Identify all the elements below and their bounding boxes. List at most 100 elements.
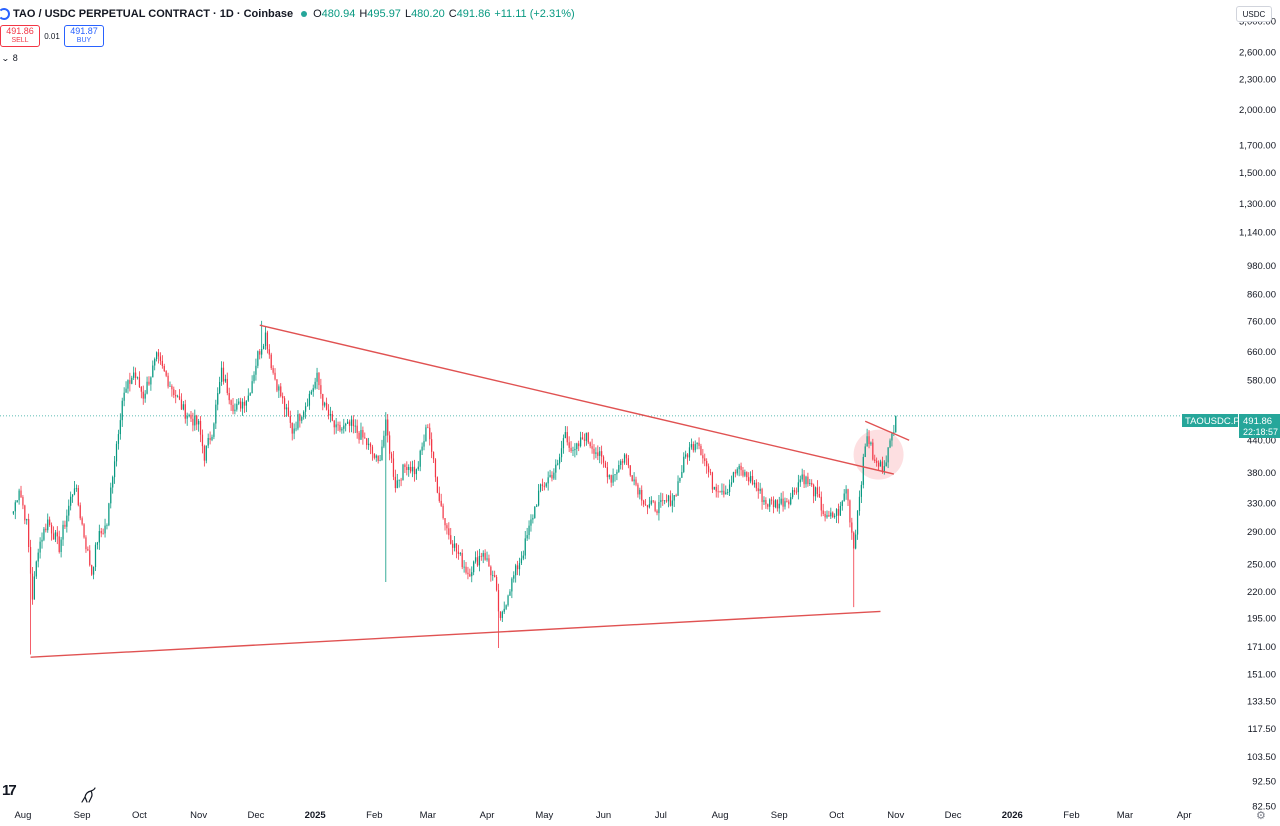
candle-body bbox=[75, 488, 78, 489]
candle-body bbox=[440, 500, 442, 506]
settings-icon[interactable]: ⚙ bbox=[1256, 810, 1266, 822]
candle-body bbox=[465, 566, 467, 573]
candle-body bbox=[702, 455, 704, 459]
candle-body bbox=[308, 393, 311, 406]
candle-body bbox=[320, 385, 322, 395]
candle-body bbox=[482, 553, 484, 557]
candle-body bbox=[629, 465, 631, 476]
candle-body bbox=[874, 459, 876, 461]
candle-body bbox=[358, 432, 360, 440]
candle-body bbox=[417, 466, 419, 470]
candle-body bbox=[24, 505, 26, 521]
price-tick-label: 860.00 bbox=[1247, 289, 1276, 300]
candle-body bbox=[622, 461, 624, 463]
candle-body bbox=[261, 349, 263, 355]
time-tick-label: Aug bbox=[712, 810, 729, 821]
candle-body bbox=[620, 461, 622, 466]
candle-body bbox=[597, 452, 599, 456]
candle-body bbox=[92, 567, 95, 575]
candle-body bbox=[161, 360, 163, 367]
candle-body bbox=[413, 466, 416, 475]
candle-body bbox=[643, 500, 645, 505]
time-axis[interactable]: Aug Sep Oct Nov Dec 2025 Feb Mar Apr May Jun Jul Aug… bbox=[14, 810, 1191, 821]
trendline bbox=[30, 610, 881, 658]
candle-body bbox=[131, 377, 133, 384]
candle-body bbox=[70, 496, 72, 506]
sell-button[interactable]: 491.86 SELL bbox=[0, 25, 40, 47]
candle-body bbox=[264, 332, 267, 347]
candle-body bbox=[887, 447, 889, 463]
candle-body bbox=[303, 411, 305, 418]
currency-selector[interactable]: USDC bbox=[1236, 6, 1272, 22]
candle-body bbox=[387, 419, 389, 436]
candle-body bbox=[872, 442, 874, 460]
candle-body bbox=[644, 504, 647, 506]
time-tick-label: Apr bbox=[1177, 810, 1192, 821]
candle-body bbox=[667, 495, 670, 502]
candle-body bbox=[727, 492, 729, 493]
time-tick-label: Dec bbox=[247, 810, 264, 821]
candle-body bbox=[790, 497, 792, 505]
candle-body bbox=[637, 484, 639, 495]
candle-body bbox=[175, 395, 177, 397]
candle-body bbox=[341, 428, 343, 431]
candle-body bbox=[772, 500, 775, 508]
candle-body bbox=[488, 558, 490, 567]
price-tag-bg bbox=[1239, 414, 1280, 438]
sell-price: 491.86 bbox=[6, 26, 34, 36]
candle-body bbox=[715, 486, 717, 492]
candle-body bbox=[543, 485, 545, 487]
tradingview-logo-icon[interactable]: 17 bbox=[2, 782, 17, 799]
candle-body bbox=[45, 528, 47, 531]
candle-body bbox=[389, 435, 391, 454]
candle-body bbox=[129, 380, 131, 384]
candle-body bbox=[394, 476, 396, 489]
candle-body bbox=[112, 477, 114, 488]
candle-body bbox=[301, 417, 303, 421]
candle-body bbox=[558, 457, 561, 464]
open-key: O bbox=[313, 8, 322, 20]
symbol-icon[interactable] bbox=[0, 8, 10, 20]
symbol-title[interactable]: TAO / USDC PERPETUAL CONTRACT · 1D · Coi… bbox=[13, 8, 294, 20]
candle-body bbox=[26, 519, 28, 521]
candle-body bbox=[285, 407, 288, 410]
candle-body bbox=[190, 414, 192, 419]
candle-body bbox=[35, 561, 37, 577]
candle-body bbox=[614, 474, 616, 476]
candle-body bbox=[47, 519, 49, 531]
candle-body bbox=[522, 555, 524, 559]
indicators-toggle[interactable]: ⌄ 8 bbox=[1, 53, 18, 63]
time-tick-label: May bbox=[535, 810, 553, 821]
candle-body bbox=[784, 501, 786, 507]
replay-icon[interactable] bbox=[80, 786, 98, 804]
candle-body bbox=[461, 553, 463, 568]
candle-body bbox=[14, 502, 16, 512]
candle-body bbox=[310, 391, 312, 394]
candle-body bbox=[748, 477, 750, 482]
candle-body bbox=[110, 487, 112, 504]
candle-body bbox=[238, 401, 240, 404]
candle-body bbox=[834, 515, 836, 517]
candle-body bbox=[467, 572, 469, 575]
candle-body bbox=[707, 466, 710, 473]
buy-button[interactable]: 491.87 BUY bbox=[64, 25, 104, 47]
candle-body bbox=[327, 409, 330, 416]
candle-body bbox=[140, 386, 142, 392]
candle-body bbox=[291, 422, 293, 434]
candle-body bbox=[224, 378, 226, 382]
candle-body bbox=[662, 500, 664, 501]
candle-body bbox=[862, 456, 864, 485]
candle-body bbox=[826, 515, 828, 518]
spread-value: 0.01 bbox=[44, 31, 60, 41]
candle-body bbox=[58, 536, 60, 552]
trendlines[interactable] bbox=[30, 324, 910, 658]
candle-body bbox=[452, 543, 454, 548]
candle-body bbox=[717, 491, 719, 493]
candle-body bbox=[879, 461, 882, 467]
candle-body bbox=[425, 427, 427, 442]
time-tick-label: 2025 bbox=[305, 810, 327, 821]
candle-body bbox=[50, 524, 53, 534]
candle-body bbox=[228, 393, 230, 401]
candle-body bbox=[16, 500, 18, 503]
